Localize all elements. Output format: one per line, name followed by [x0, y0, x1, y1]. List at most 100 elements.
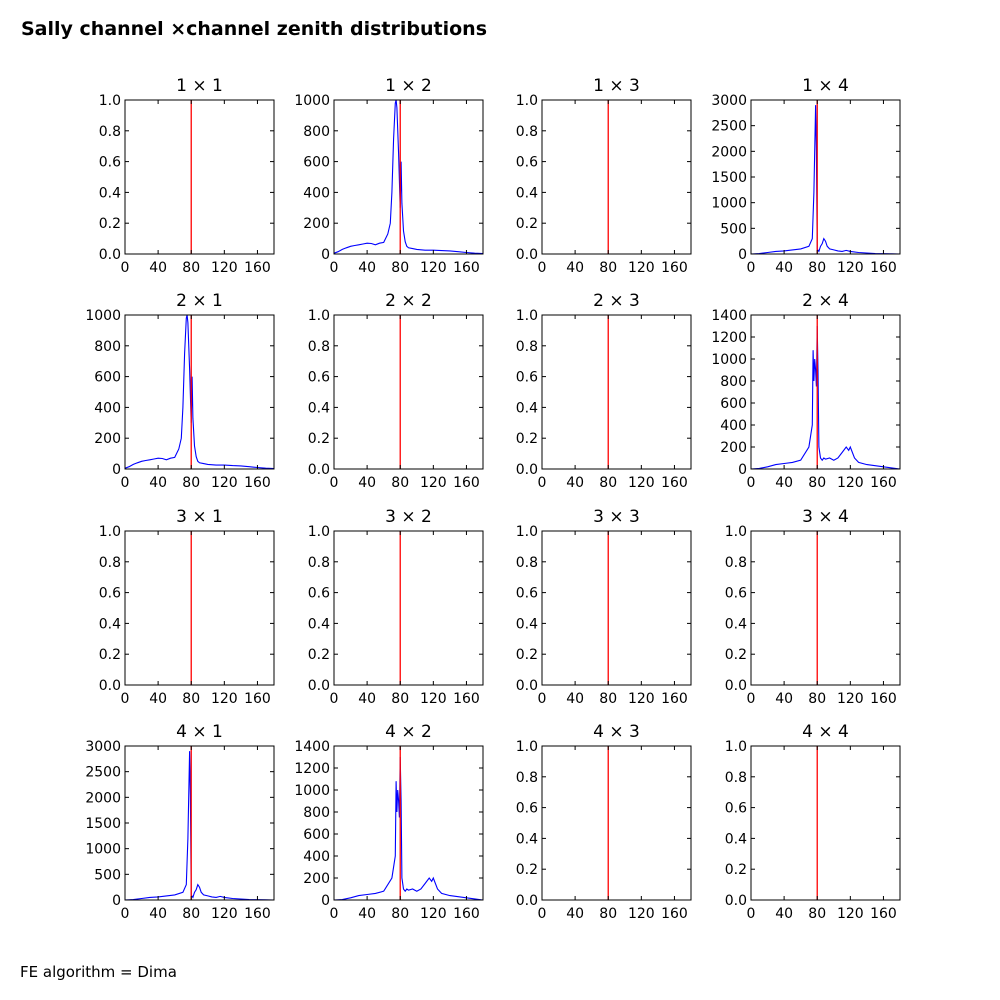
y-tick-label: 0.8 — [516, 339, 538, 355]
x-tick-label: 160 — [661, 906, 688, 922]
y-tick-label: 0 — [321, 893, 330, 909]
y-tick-label: 600 — [303, 827, 330, 843]
y-tick-label: 1200 — [294, 761, 330, 777]
y-tick-label: 0.8 — [725, 770, 747, 786]
subplot-title: 3 × 1 — [176, 507, 223, 527]
subplot-1-4: 1 × 4 0 40 80 120 160 0 500 1000 1500 2000 2500 3000 — [711, 76, 901, 276]
axes-frame — [541, 99, 692, 255]
x-tick-label: 160 — [453, 475, 480, 491]
x-tick-label: 0 — [121, 475, 130, 491]
histogram-line — [751, 325, 900, 469]
x-tick-label: 40 — [358, 475, 376, 491]
x-tick-label: 40 — [775, 475, 793, 491]
x-tick-label: 160 — [661, 475, 688, 491]
subplot-title: 2 × 3 — [593, 291, 640, 311]
subplot-title: 1 × 4 — [802, 76, 849, 96]
y-tick-label: 1500 — [711, 170, 747, 186]
axes-frame — [333, 314, 484, 470]
subplot-3-1: 3 × 1 0 40 80 120 160 0.0 0.2 0.4 0.6 0.8 1.0 — [99, 507, 275, 707]
x-tick-label: 0 — [330, 691, 339, 707]
x-tick-label: 160 — [244, 475, 271, 491]
axes-frame — [750, 745, 901, 901]
x-tick-label: 120 — [420, 475, 447, 491]
y-tick-label: 200 — [303, 871, 330, 887]
x-tick-label: 0 — [538, 260, 547, 276]
x-tick-label: 120 — [628, 475, 655, 491]
x-tick-label: 80 — [808, 906, 826, 922]
y-tick-label: 0.6 — [516, 370, 538, 386]
y-tick-label: 0.0 — [308, 678, 330, 694]
y-tick-label: 0.2 — [725, 647, 747, 663]
subplot-2-4: 2 × 4 0 40 80 120 160 0 200 400 600 800 1000 1200 140… — [711, 291, 901, 491]
x-tick-label: 80 — [599, 260, 617, 276]
axes-frame — [124, 99, 275, 255]
x-tick-label: 0 — [538, 691, 547, 707]
subplot-1-3: 1 × 3 0 40 80 120 160 0.0 0.2 0.4 0.6 0.8 1.0 — [516, 76, 692, 276]
y-tick-label: 800 — [303, 805, 330, 821]
y-tick-label: 0.8 — [516, 770, 538, 786]
y-tick-label: 600 — [720, 396, 747, 412]
y-tick-label: 1000 — [85, 308, 121, 324]
y-tick-label: 0.0 — [99, 247, 121, 263]
y-tick-label: 0.4 — [99, 616, 121, 632]
x-tick-label: 160 — [244, 260, 271, 276]
y-tick-label: 0.8 — [308, 339, 330, 355]
subplot-title: 3 × 4 — [802, 507, 849, 527]
x-tick-label: 120 — [837, 260, 864, 276]
y-tick-label: 800 — [94, 339, 121, 355]
y-tick-label: 0.0 — [516, 462, 538, 478]
axes-frame — [124, 745, 275, 901]
y-tick-label: 0.0 — [516, 893, 538, 909]
y-tick-label: 200 — [94, 431, 121, 447]
x-tick-label: 40 — [358, 691, 376, 707]
subplot-title: 1 × 2 — [385, 76, 432, 96]
footnote: FE algorithm = Dima — [20, 963, 177, 981]
axes-frame — [333, 530, 484, 686]
y-tick-label: 1.0 — [99, 524, 121, 540]
x-tick-label: 40 — [775, 906, 793, 922]
x-tick-label: 80 — [808, 260, 826, 276]
subplot-2-3: 2 × 3 0 40 80 120 160 0.0 0.2 0.4 0.6 0.8 1.0 — [516, 291, 692, 491]
subplot-title: 4 × 4 — [802, 722, 849, 742]
y-tick-label: 0.8 — [99, 124, 121, 140]
axes-frame — [750, 99, 901, 255]
y-tick-label: 1500 — [85, 816, 121, 832]
x-tick-label: 160 — [870, 691, 897, 707]
y-tick-label: 200 — [303, 216, 330, 232]
y-tick-label: 0.2 — [516, 862, 538, 878]
x-tick-label: 40 — [775, 691, 793, 707]
y-tick-label: 0.6 — [99, 155, 121, 171]
subplot-2-1: 2 × 1 0 40 80 120 160 0 200 400 600 800 1000 — [85, 291, 275, 491]
y-tick-label: 1.0 — [516, 524, 538, 540]
y-tick-label: 2000 — [85, 790, 121, 806]
y-tick-label: 0.4 — [516, 400, 538, 416]
y-tick-label: 1.0 — [516, 308, 538, 324]
y-tick-label: 3000 — [711, 93, 747, 109]
x-tick-label: 80 — [182, 475, 200, 491]
axes-frame — [124, 314, 275, 470]
figure-title: Sally channel ×channel zenith distributi… — [21, 18, 488, 40]
y-tick-label: 1.0 — [308, 308, 330, 324]
x-tick-label: 0 — [330, 906, 339, 922]
subplot-3-3: 3 × 3 0 40 80 120 160 0.0 0.2 0.4 0.6 0.8 1.0 — [516, 507, 692, 707]
x-tick-label: 0 — [747, 906, 756, 922]
axes-frame — [541, 530, 692, 686]
subplot-1-1: 1 × 1 0 40 80 120 160 0.0 0.2 0.4 0.6 0.8 1.0 — [99, 76, 275, 276]
x-tick-label: 40 — [358, 260, 376, 276]
subplot-title: 4 × 2 — [385, 722, 432, 742]
y-tick-label: 0.0 — [516, 678, 538, 694]
y-tick-label: 1.0 — [725, 739, 747, 755]
axes-frame — [750, 314, 901, 470]
y-tick-label: 0.6 — [308, 370, 330, 386]
x-tick-label: 160 — [870, 906, 897, 922]
y-tick-label: 0.2 — [725, 862, 747, 878]
histogram-line — [334, 100, 483, 254]
subplot-title: 1 × 1 — [176, 76, 223, 96]
x-tick-label: 120 — [211, 906, 238, 922]
x-tick-label: 80 — [599, 906, 617, 922]
y-tick-label: 0.4 — [516, 185, 538, 201]
axes-frame — [333, 745, 484, 901]
x-tick-label: 0 — [747, 260, 756, 276]
y-tick-label: 0.4 — [308, 616, 330, 632]
axes-frame — [333, 99, 484, 255]
